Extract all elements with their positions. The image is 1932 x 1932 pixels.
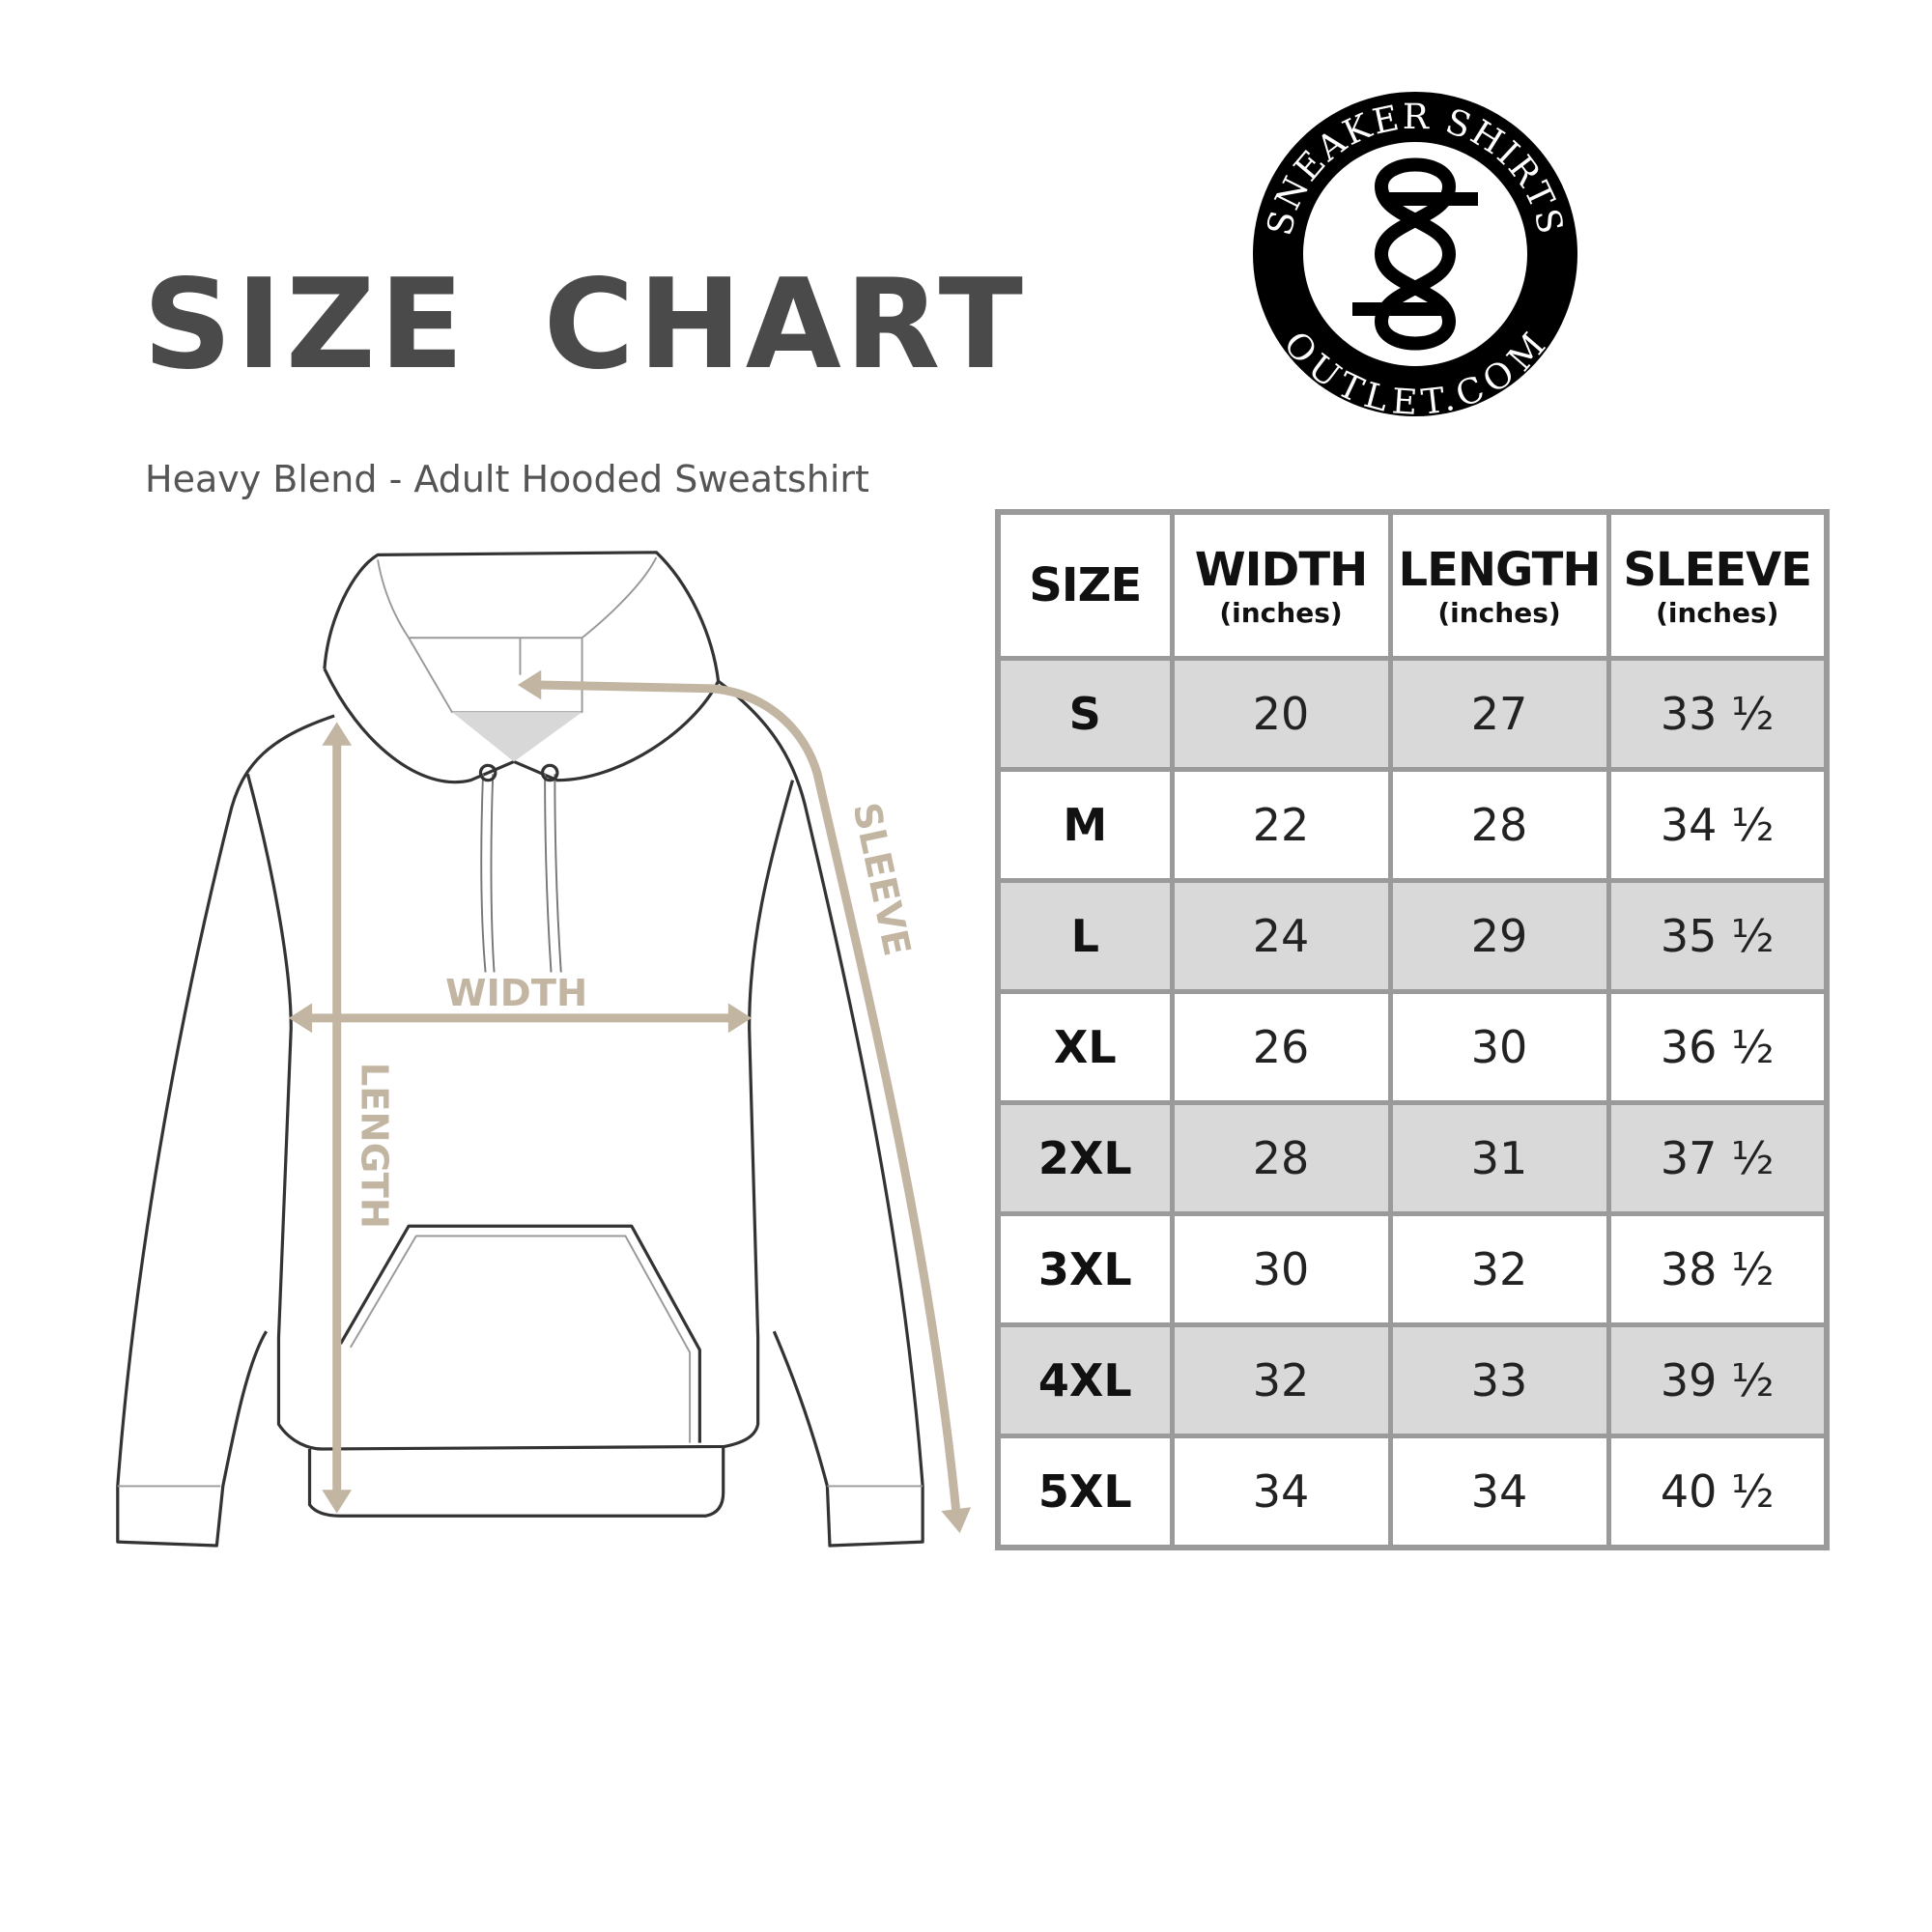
length-cell: 29 <box>1387 878 1611 994</box>
sleeve-arrow <box>538 680 961 1512</box>
size-cell: S <box>995 656 1175 772</box>
measurement-arrows <box>288 669 972 1534</box>
width-cell: 30 <box>1169 1211 1393 1327</box>
length-cell: 31 <box>1387 1100 1611 1216</box>
size-cell: M <box>995 767 1175 883</box>
width-cell: 28 <box>1169 1100 1393 1216</box>
table-row: 3XL 30 32 38 ½ <box>995 1211 1830 1327</box>
size-cell: 3XL <box>995 1211 1175 1327</box>
table-header-row: SIZE WIDTH (inches) LENGTH (inches) SLEEVE… <box>995 509 1830 661</box>
hoodie-outline <box>116 551 924 1548</box>
size-cell: 5XL <box>995 1434 1175 1550</box>
table-row: 5XL 34 34 40 ½ <box>995 1434 1830 1550</box>
logo-monogram <box>1352 157 1478 351</box>
length-cell: 32 <box>1387 1211 1611 1327</box>
width-cell: 20 <box>1169 656 1393 772</box>
sleeve-cell: 34 ½ <box>1605 767 1830 883</box>
table-row: XL 26 30 36 ½ <box>995 989 1830 1105</box>
size-cell: 4XL <box>995 1322 1175 1438</box>
length-cell: 30 <box>1387 989 1611 1105</box>
header-width: WIDTH (inches) <box>1169 509 1393 661</box>
sleeve-cell: 39 ½ <box>1605 1322 1830 1438</box>
sleeve-cell: 35 ½ <box>1605 878 1830 994</box>
length-cell: 34 <box>1387 1434 1611 1550</box>
hood-lining <box>451 712 582 762</box>
table-row: M 22 28 34 ½ <box>995 767 1830 883</box>
size-table: SIZE WIDTH (inches) LENGTH (inches) SLEEVE… <box>995 509 1830 1550</box>
length-label: LENGTH <box>352 1063 395 1229</box>
page-title: SIZE CHART <box>143 253 1027 397</box>
width-cell: 24 <box>1169 878 1393 994</box>
table-row: 4XL 32 33 39 ½ <box>995 1322 1830 1438</box>
size-cell: L <box>995 878 1175 994</box>
width-cell: 34 <box>1169 1434 1393 1550</box>
size-cell: 2XL <box>995 1100 1175 1216</box>
table-row: L 24 29 35 ½ <box>995 878 1830 994</box>
sleeve-cell: 38 ½ <box>1605 1211 1830 1327</box>
table-row: S 20 27 33 ½ <box>995 656 1830 772</box>
width-cell: 22 <box>1169 767 1393 883</box>
width-label: WIDTH <box>445 972 587 1015</box>
length-cell: 33 <box>1387 1322 1611 1438</box>
table-row: 2XL 28 31 37 ½ <box>995 1100 1830 1216</box>
brand-logo: SNEAKER SHIRTS OUTLET.COM <box>1253 92 1577 423</box>
header-sleeve: SLEEVE (inches) <box>1605 509 1830 661</box>
length-cell: 28 <box>1387 767 1611 883</box>
header-length: LENGTH (inches) <box>1387 509 1611 661</box>
sleeve-cell: 40 ½ <box>1605 1434 1830 1550</box>
product-subtitle: Heavy Blend - Adult Hooded Sweatshirt <box>145 458 869 500</box>
sleeve-cell: 37 ½ <box>1605 1100 1830 1216</box>
size-cell: XL <box>995 989 1175 1105</box>
sleeve-cell: 33 ½ <box>1605 656 1830 772</box>
width-cell: 26 <box>1169 989 1393 1105</box>
header-size: SIZE <box>995 509 1175 661</box>
sleeve-cell: 36 ½ <box>1605 989 1830 1105</box>
width-cell: 32 <box>1169 1322 1393 1438</box>
length-cell: 27 <box>1387 656 1611 772</box>
